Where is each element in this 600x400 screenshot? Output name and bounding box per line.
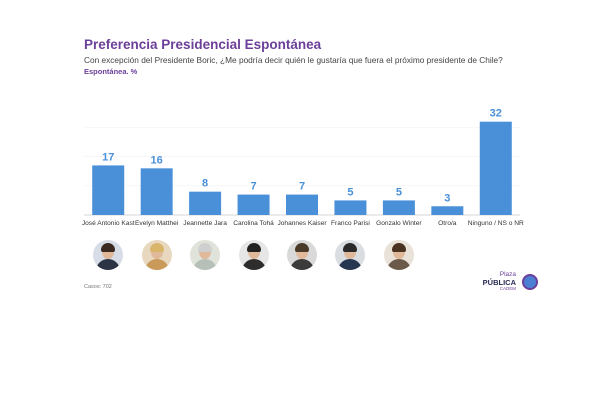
category-label: Carolina Tohá <box>233 220 274 227</box>
bar <box>334 200 367 215</box>
avatar-body <box>338 259 363 270</box>
jara-avatar <box>190 240 221 270</box>
logo-line-2: PÚBLICA <box>482 278 516 287</box>
logo-line-1: Plaza <box>499 271 516 278</box>
avatar-body <box>290 259 314 270</box>
avatar-hair <box>246 243 261 252</box>
bar <box>286 194 318 215</box>
bar <box>237 194 270 215</box>
data-label: 16 <box>151 154 163 166</box>
avatar-hair <box>391 243 406 252</box>
category-label: Evelyn Matthei <box>135 220 179 227</box>
data-label: 3 <box>444 192 450 204</box>
avatar-hair <box>101 243 116 252</box>
bar <box>140 168 173 215</box>
data-label: 7 <box>299 181 305 193</box>
chart-subtitle: Con excepción del Presidente Boric, ¿Me … <box>84 55 503 65</box>
avatar-body <box>193 259 218 270</box>
data-label: 5 <box>347 186 353 198</box>
category-label: Jeannette Jara <box>183 220 227 227</box>
category-label: Franco Parisi <box>331 220 370 227</box>
avatar-hair <box>198 243 213 252</box>
logo-circle-icon <box>522 274 538 290</box>
avatar-hair <box>149 243 164 252</box>
avatar-body <box>241 259 266 270</box>
bar <box>382 200 415 215</box>
chart-note: Espontánea. % <box>84 67 138 76</box>
data-label: 5 <box>396 186 402 198</box>
winter-avatar <box>383 240 414 270</box>
sample-size: Casos: 702 <box>84 284 112 290</box>
data-label: 17 <box>102 151 114 163</box>
avatar-body <box>144 259 169 270</box>
bar <box>431 206 464 215</box>
category-label: José Antonio Kast <box>81 220 135 227</box>
category-label: Otro/a <box>438 220 457 227</box>
avatar-body <box>386 259 411 270</box>
parisi-avatar <box>335 240 366 270</box>
category-label: Gonzalo Winter <box>376 220 422 227</box>
kast-avatar <box>93 240 124 270</box>
plaza-publica-logo: Plaza PÚBLICA CADEM <box>483 271 540 297</box>
kaiser-avatar <box>287 240 317 270</box>
toha-avatar <box>238 240 269 270</box>
data-label: 32 <box>490 108 502 120</box>
data-label: 8 <box>202 178 208 190</box>
bar <box>92 165 125 215</box>
data-label: 7 <box>250 181 256 193</box>
avatar-body <box>96 259 121 270</box>
matthei-avatar <box>141 240 172 270</box>
avatar-hair <box>343 243 358 252</box>
category-label: Ninguno / NS o NR <box>467 220 524 227</box>
logo-line-3: CADEM <box>499 286 516 291</box>
bar <box>479 121 512 215</box>
avatar-hair <box>295 243 309 252</box>
chart-title: Preferencia Presidencial Espontánea <box>84 37 322 52</box>
bar <box>189 191 222 215</box>
category-label: Johannes Kaiser <box>277 220 327 227</box>
